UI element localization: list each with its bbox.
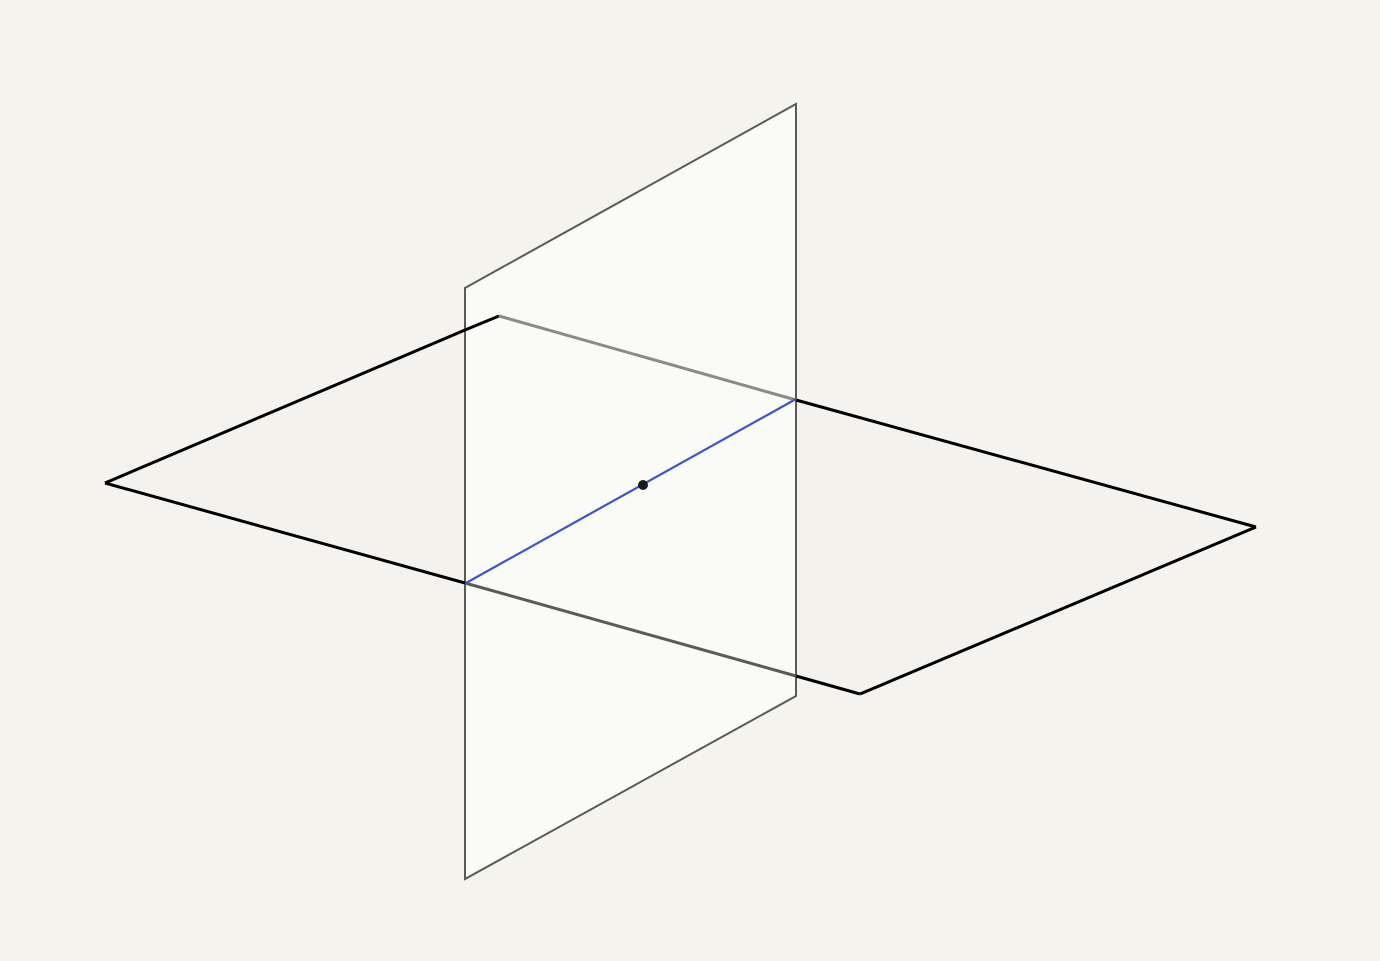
horizontal-plane-edge-left-back	[104, 328, 466, 485]
horizontal-plane-edge-behind-vertical	[464, 314, 500, 332]
horizontal-plane-edge-front-left	[104, 481, 466, 585]
intersection-line	[465, 398, 797, 584]
horizontal-plane-edge-right-back	[795, 398, 1257, 529]
horizontal-plane-edge-front-right	[795, 674, 861, 696]
horizontal-plane-edge-right-front	[859, 525, 1257, 696]
center-point	[638, 480, 648, 490]
horizontal-plane-edge-behind-vertical-2	[498, 314, 797, 402]
horizontal-plane-edge-front-through-vertical	[464, 581, 797, 678]
